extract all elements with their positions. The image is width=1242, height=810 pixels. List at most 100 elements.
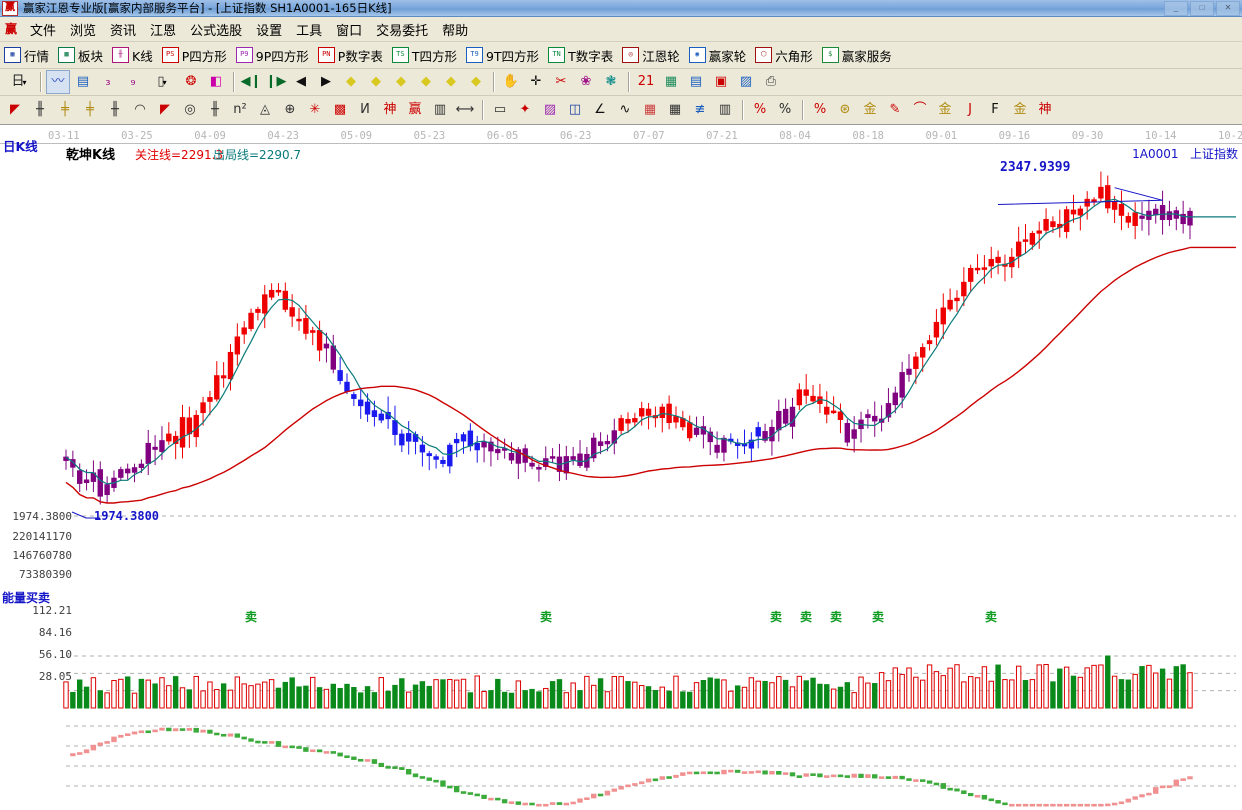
tool-wave-mark[interactable]: И — [353, 98, 377, 122]
tool-box-star[interactable]: ▩ — [328, 98, 352, 122]
chart-area[interactable]: 03-11 03-25 04-09 04-23 05-09 05-23 06-05 06-23… — [0, 130, 1242, 807]
tool-calendar-period[interactable]: 日 ▾ — [3, 70, 35, 94]
tool-fan-lines[interactable]: ✦ — [513, 98, 537, 122]
tool-calendar[interactable]: 21 — [634, 70, 658, 94]
tool-circle-grid[interactable]: ◎ — [178, 98, 202, 122]
minimize-button[interactable]: _ — [1164, 1, 1188, 16]
chevron-down-icon[interactable]: ▾ — [22, 77, 27, 87]
tool-sub9-chart[interactable]: ₉ — [121, 70, 145, 94]
tool-ying-grid[interactable]: 赢 — [403, 98, 427, 122]
tool-zoom-out[interactable]: ◆ — [414, 70, 438, 94]
tool-gold-bar[interactable]: 金 — [933, 98, 957, 122]
tool-ruler[interactable]: ▥ — [428, 98, 452, 122]
tool-ladder[interactable]: ╫ — [203, 98, 227, 122]
tool-histogram[interactable]: ◧ — [204, 70, 228, 94]
toolbar-button-winner-wheel[interactable]: ◉ 赢家轮 — [688, 46, 746, 65]
toolbar-button-candlestick[interactable]: ╫ K线 — [112, 46, 153, 65]
menu-item-news[interactable]: 资讯 — [110, 23, 137, 39]
tool-grid-lines[interactable]: ╫ — [28, 98, 52, 122]
menu-item-help[interactable]: 帮助 — [442, 23, 469, 39]
tool-prev[interactable]: ◀ — [289, 70, 313, 94]
price-chart[interactable] — [0, 144, 1242, 534]
toolbar-button-p9-square[interactable]: P9 9P四方形 — [235, 46, 309, 65]
toolbar-button-ts-square[interactable]: TS T四方形 — [391, 46, 457, 65]
tool-gold-grid2[interactable]: ╪ — [78, 98, 102, 122]
toolbar-button-blocks[interactable]: ▩ 板块 — [58, 46, 103, 65]
menu-item-settings[interactable]: 设置 — [256, 23, 283, 39]
tool-j-lines[interactable]: J — [958, 98, 982, 122]
tool-parallel[interactable]: ≢ — [688, 98, 712, 122]
tool-first-page[interactable]: ◀❙ — [239, 70, 263, 94]
tool-angle-lines[interactable]: ◬ — [253, 98, 277, 122]
tool-angle[interactable]: ∠ — [588, 98, 612, 122]
tool-flower-tool[interactable]: ❀ — [574, 70, 598, 94]
menu-item-formula[interactable]: 公式选股 — [190, 23, 243, 39]
tool-fit[interactable]: ◆ — [464, 70, 488, 94]
tool-bars[interactable]: ▥ — [713, 98, 737, 122]
tool-cut-line[interactable]: ✂ — [549, 70, 573, 94]
tool-n2[interactable]: n² — [228, 98, 252, 122]
tool-star-grid[interactable]: ✳ — [303, 98, 327, 122]
tool-rect-draw[interactable]: ▭ — [488, 98, 512, 122]
tool-arch[interactable]: ⌒ — [908, 98, 932, 122]
tool-brain-tool[interactable]: ❃ — [599, 70, 623, 94]
tool-f-lines[interactable]: F — [983, 98, 1007, 122]
tool-last-page[interactable]: ❙▶ — [264, 70, 288, 94]
tool-target[interactable]: ⊕ — [278, 98, 302, 122]
tool-calculator[interactable]: ▦ — [659, 70, 683, 94]
menu-item-file[interactable]: 文件 — [30, 23, 57, 39]
tool-box-fan[interactable]: ▨ — [538, 98, 562, 122]
tool-clipboard[interactable]: ▤ — [71, 70, 95, 94]
tool-network[interactable]: ▨ — [734, 70, 758, 94]
tool-pct-fib[interactable]: % — [748, 98, 772, 122]
toolbar-button-service[interactable]: $ 赢家服务 — [821, 46, 892, 65]
chevron-down-icon[interactable]: ▾ — [162, 77, 167, 87]
tool-zigzag[interactable]: ∿ — [613, 98, 637, 122]
tool-shift-right[interactable]: ◆ — [364, 70, 388, 94]
close-button[interactable]: ✕ — [1216, 1, 1240, 16]
tool-pattern-scan[interactable]: ❂ — [179, 70, 203, 94]
tool-shen-grid[interactable]: 神 — [378, 98, 402, 122]
tool-shift-left[interactable]: ◆ — [339, 70, 363, 94]
toolbar-button-hexagon[interactable]: ⬡ 六角形 — [755, 46, 813, 65]
tool-gold-lines[interactable]: 金 — [858, 98, 882, 122]
tool-notes[interactable]: ▤ — [684, 70, 708, 94]
tool-gold-circle[interactable]: ⊛ — [833, 98, 857, 122]
maximize-button[interactable]: □ — [1190, 1, 1214, 16]
tool-print[interactable]: ⎙ — [759, 70, 783, 94]
toolbar-button-t9-square[interactable]: T9 9T四方形 — [465, 46, 539, 65]
toolbar-button-pn-table[interactable]: PN P数字表 — [317, 46, 383, 65]
tool-hand-tool[interactable]: ✋ — [499, 70, 523, 94]
tool-pct[interactable]: % — [773, 98, 797, 122]
toolbar-button-ps-square[interactable]: PS P四方形 — [161, 46, 227, 65]
tool-grid-dark[interactable]: ▦ — [663, 98, 687, 122]
tool-save[interactable]: ▣ — [709, 70, 733, 94]
tool-span[interactable]: ⟷ — [453, 98, 477, 122]
tool-wave-overlay[interactable]: 〰 — [46, 70, 70, 94]
indicator-chart[interactable] — [0, 722, 1242, 810]
menu-item-trade[interactable]: 交易委托 — [376, 23, 429, 39]
tool-diag-box[interactable]: ◫ — [563, 98, 587, 122]
menu-item-browse[interactable]: 浏览 — [70, 23, 97, 39]
tool-gold-slope[interactable]: 金 — [1008, 98, 1032, 122]
menu-item-gann[interactable]: 江恩 — [150, 23, 177, 39]
tool-crosshair[interactable]: ✛ — [524, 70, 548, 94]
tool-grid-red[interactable]: ▦ — [638, 98, 662, 122]
toolbar-button-grid[interactable]: ▦ 行情 — [4, 46, 49, 65]
menu-item-window[interactable]: 窗口 — [336, 23, 363, 39]
tool-zoom-in[interactable]: ◆ — [439, 70, 463, 94]
volume-chart[interactable] — [0, 654, 1242, 712]
tool-pen-tool[interactable]: ✎ — [883, 98, 907, 122]
tool-pct-lines[interactable]: % — [808, 98, 832, 122]
tool-f-grid[interactable]: ╫ — [103, 98, 127, 122]
tool-single-candle[interactable]: ▯ ▾ — [146, 70, 178, 94]
tool-spiral[interactable]: ◠ — [128, 98, 152, 122]
toolbar-button-gann-wheel[interactable]: ◎ 江恩轮 — [622, 46, 680, 65]
menu-item-tools[interactable]: 工具 — [296, 23, 323, 39]
tool-next[interactable]: ▶ — [314, 70, 338, 94]
toolbar-button-tn-table[interactable]: TN T数字表 — [548, 46, 613, 65]
tool-sub3-chart[interactable]: ₃ — [96, 70, 120, 94]
tool-zoom-h[interactable]: ◆ — [389, 70, 413, 94]
tool-gann-fan-draw[interactable]: ◤ — [3, 98, 27, 122]
tool-arrow-tool[interactable]: ◤ — [153, 98, 177, 122]
